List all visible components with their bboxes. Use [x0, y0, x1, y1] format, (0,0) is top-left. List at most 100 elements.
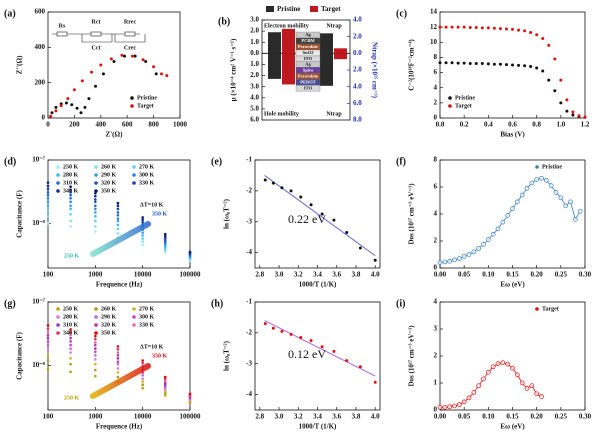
y-tick-label: -1 — [246, 298, 252, 306]
data-point — [116, 223, 120, 227]
data-point — [500, 219, 506, 225]
data-point — [154, 72, 158, 76]
data-point — [116, 227, 120, 231]
y2-tick-label: 2.0 — [353, 66, 362, 74]
y-tick-label: 4 — [434, 298, 438, 306]
x-axis-label: Eω (eV) — [500, 423, 525, 431]
plot-frame — [47, 301, 191, 411]
data-point — [116, 371, 120, 374]
data-point — [46, 340, 50, 343]
annotation: ΔT=10 K — [140, 344, 164, 350]
bar — [268, 53, 281, 79]
legend-label: 260 K — [101, 306, 117, 312]
data-point — [541, 37, 545, 40]
data-point — [320, 345, 324, 349]
data-point — [94, 198, 97, 201]
x-tick-label: 4.0 — [371, 271, 380, 279]
data-point — [553, 89, 557, 93]
data-point — [444, 61, 448, 65]
data-point — [373, 380, 377, 384]
x-tick-label: 100000 — [180, 413, 202, 421]
data-point — [505, 361, 511, 367]
x-tick-label: 400 — [96, 121, 107, 129]
data-point — [141, 374, 144, 377]
data-point — [46, 196, 50, 200]
data-point — [141, 380, 144, 383]
resistor — [124, 31, 136, 37]
data-point — [289, 189, 293, 193]
legend-label: 280 K — [63, 314, 79, 320]
data-point — [116, 345, 120, 348]
bar — [282, 28, 295, 54]
device-layer-label: PCBM — [301, 38, 315, 43]
y-tick-label: 2 — [434, 98, 438, 106]
data-point — [94, 200, 97, 204]
data-point — [358, 365, 362, 369]
device-layer-label: ITO — [304, 86, 313, 91]
data-point — [66, 97, 70, 101]
category-label: Electron mobility — [264, 23, 309, 29]
y-tick-label: 1 — [434, 379, 438, 387]
data-point — [163, 238, 167, 242]
series-line — [439, 177, 581, 263]
data-point — [519, 380, 525, 386]
data-point — [485, 237, 491, 242]
data-point — [495, 361, 501, 366]
data-point — [46, 181, 50, 184]
data-point — [444, 25, 448, 29]
data-point — [263, 178, 267, 182]
data-point — [141, 218, 144, 222]
x-tick-label: 0.30 — [579, 413, 592, 421]
data-point — [519, 192, 525, 198]
data-point — [320, 212, 324, 216]
data-point — [94, 211, 97, 214]
data-point — [99, 63, 103, 67]
y-tick-label: 10⁻⁸ — [32, 219, 45, 227]
legend-label: 350 K — [101, 330, 117, 336]
data-point — [46, 200, 50, 204]
data-point — [456, 402, 462, 407]
y-tick-label: 0 — [434, 264, 438, 272]
data-point — [116, 357, 120, 360]
data-point — [70, 103, 74, 107]
x-tick-label: 800 — [148, 121, 159, 129]
legend-marker — [130, 104, 134, 108]
data-point — [461, 399, 467, 405]
data-point — [116, 367, 120, 370]
data-point — [492, 62, 496, 66]
panel-label: (f) — [396, 156, 406, 167]
trend-arrow — [90, 221, 151, 257]
data-point — [558, 195, 564, 201]
data-point — [442, 259, 448, 265]
data-point — [163, 379, 167, 382]
legend-marker — [56, 323, 60, 327]
device-layer-label: SnO2 — [303, 50, 315, 55]
data-point — [442, 404, 448, 410]
data-point — [188, 250, 192, 254]
legend-label: Pristine — [455, 95, 475, 101]
x-axis-label: 1000/T (1/K) — [299, 423, 337, 431]
x-tick-label: 3.0 — [275, 271, 284, 279]
data-point — [116, 348, 120, 351]
data-point — [116, 360, 120, 364]
trap-label: Ntrap — [326, 23, 342, 29]
data-point — [46, 191, 50, 194]
device-layer-label: Perovskite — [298, 44, 318, 49]
data-point — [69, 193, 72, 197]
y-axis-label: μ (×10⁻⁴ cm² V⁻¹ s⁻¹) — [230, 38, 238, 101]
data-point — [46, 367, 50, 370]
data-point — [309, 339, 313, 343]
legend-marker — [56, 189, 60, 193]
y-tick-label: 8 — [434, 53, 438, 61]
data-point — [309, 203, 313, 207]
data-point — [535, 33, 539, 37]
data-point — [141, 377, 144, 381]
data-point — [541, 69, 545, 73]
panel-label: (c) — [396, 8, 407, 19]
y-tick-label: 0 — [434, 406, 438, 414]
x-axis-label: Bias (V) — [500, 131, 525, 139]
circuit-label: Crec — [124, 45, 137, 51]
data-point — [123, 54, 127, 58]
legend-label: 270 K — [139, 306, 155, 312]
x-tick-label: 10000 — [134, 413, 152, 421]
